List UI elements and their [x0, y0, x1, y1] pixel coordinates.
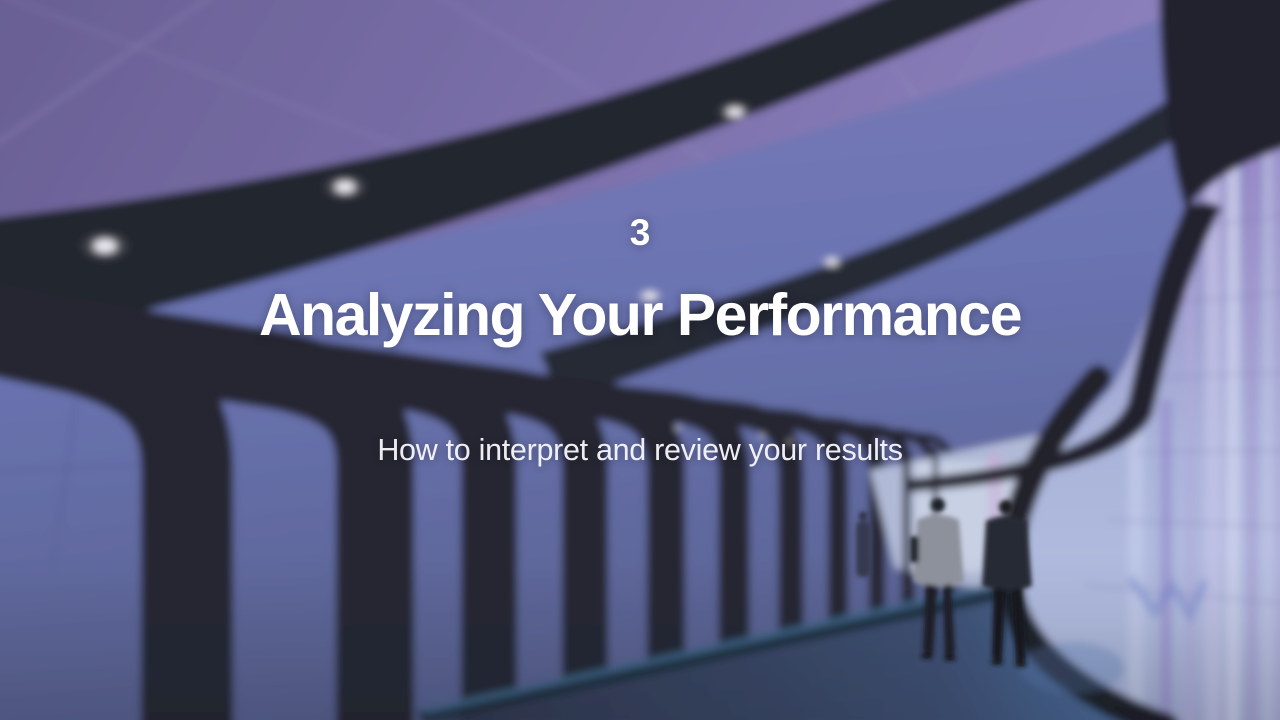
pedestrians	[856, 498, 1032, 667]
distant-figure	[856, 511, 870, 577]
pedestrian-dark-jacket	[982, 500, 1032, 667]
ceiling-beam-upper	[0, 0, 1029, 344]
ceiling-lights	[79, 101, 846, 305]
vignette	[0, 300, 1280, 720]
pedestrian-light-jacket	[910, 498, 964, 661]
